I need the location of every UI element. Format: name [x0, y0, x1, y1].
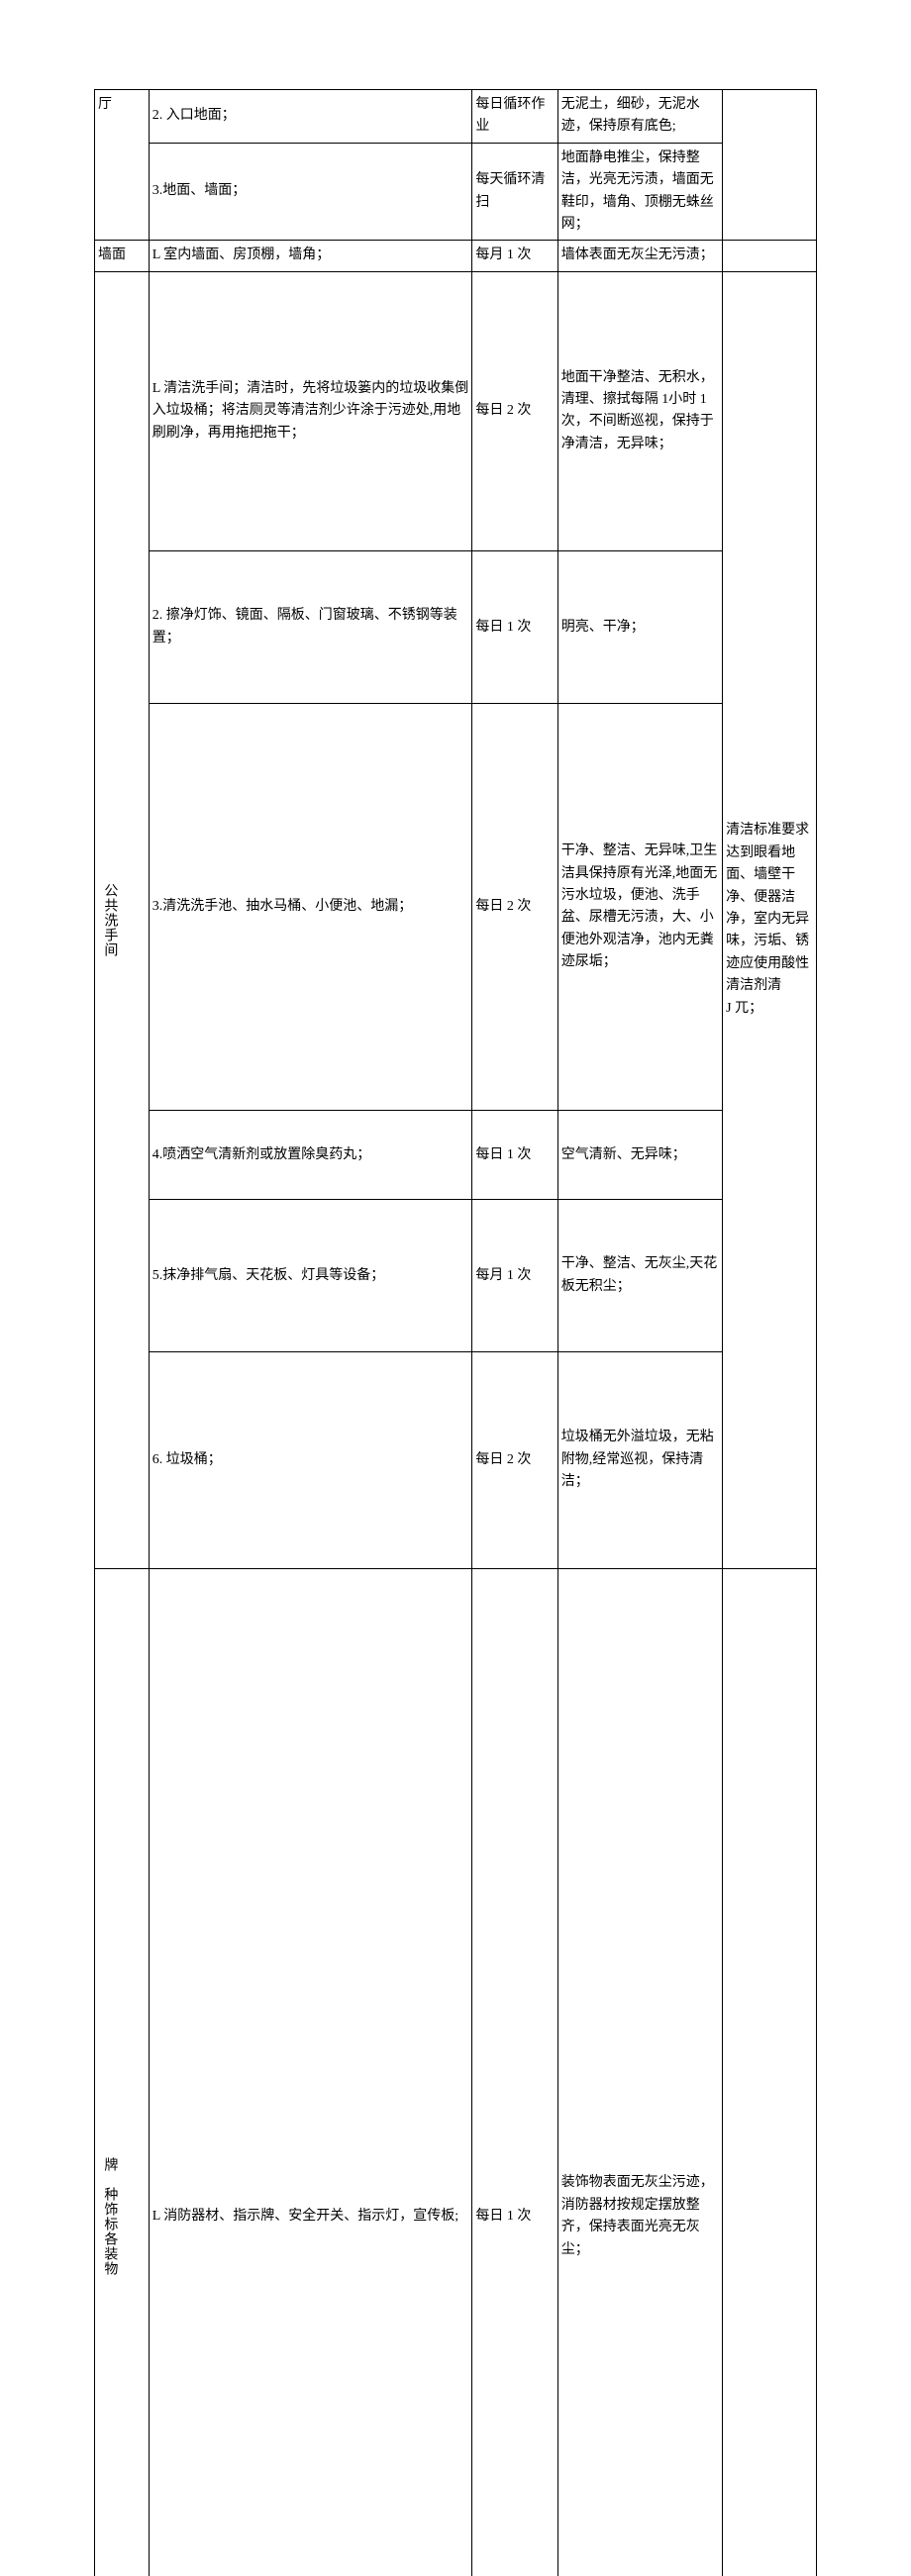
category-text: 牌 种饰标各装物 — [98, 1573, 120, 2576]
table-row: 厅 2. 入口地面； 每日循环作业 无泥土，细砂，无泥水迹，保持原有底色; — [95, 90, 817, 144]
task-text: 2. 擦净灯饰、镜面、隔板、门窗玻璃、不锈钢等装置； — [152, 608, 457, 644]
table-row: 墙面 L 室内墙面、房顶棚，墙角； 每月 1 次 墙体表面无灰尘无污渍； — [95, 241, 817, 271]
std-text: 明亮、干净； — [561, 620, 645, 635]
std-cell: 装饰物表面无灰尘污迹，消防器材按规定摆放整齐，保持表面光亮无灰尘； — [557, 1568, 722, 2576]
freq-cell: 每月 1 次 — [472, 241, 557, 271]
table-row: 4.喷洒空气清新剂或放置除臭药丸； 每日 1 次 空气清新、无异味； — [95, 1111, 817, 1200]
freq-text: 每月 1 次 — [475, 248, 531, 262]
task-text: 3.清洗洗手池、抽水马桶、小便池、地漏； — [152, 899, 413, 914]
std-cell: 墙体表面无灰尘无污渍； — [557, 241, 722, 271]
std-text: 装饰物表面无灰尘污迹，消防器材按规定摆放整齐，保持表面光亮无灰尘； — [561, 2175, 714, 2256]
task-text: L 清洁洗手间；清洁时，先将垃圾篓内的垃圾收集倒入垃圾桶；将洁厕灵等清洁剂少许涂… — [152, 381, 469, 441]
std-cell: 无泥土，细砂，无泥水迹，保持原有底色; — [557, 90, 722, 144]
category-cell: 厅 — [95, 90, 150, 241]
table-row: 3.地面、墙面； 每天循环清扫 地面静电推尘，保持整洁，光亮无污渍，墙面无鞋印，… — [95, 143, 817, 241]
table-row: 3.清洗洗手池、抽水马桶、小便池、地漏； 每日 2 次 干净、整洁、无异味,卫生… — [95, 704, 817, 1111]
task-text: 2. 入口地面； — [152, 108, 236, 123]
std-cell: 明亮、干净； — [557, 551, 722, 704]
category-cell: 墙面 — [95, 241, 150, 271]
std-cell: 空气清新、无异味； — [557, 1111, 722, 1200]
freq-text: 每日 2 次 — [475, 1452, 531, 1467]
freq-cell: 每日 2 次 — [472, 704, 557, 1111]
category-text: 厅 — [98, 97, 112, 112]
task-text: 3.地面、墙面； — [152, 183, 247, 198]
task-cell: 2. 擦净灯饰、镜面、隔板、门窗玻璃、不锈钢等装置； — [149, 551, 472, 704]
freq-text: 每日循环作业 — [475, 97, 545, 134]
note-cell: 清洁标准要求达到眼看地面、墙壁干净、便器洁净，室内无异味，污垢、锈迹应使用酸性清… — [723, 271, 817, 1568]
table-row: 2. 擦净灯饰、镜面、隔板、门窗玻璃、不锈钢等装置； 每日 1 次 明亮、干净； — [95, 551, 817, 704]
freq-cell: 每日循环作业 — [472, 90, 557, 144]
freq-cell: 每日 1 次 — [472, 551, 557, 704]
freq-text: 每天循环清扫 — [475, 172, 545, 209]
freq-text: 每日 1 次 — [475, 2209, 531, 2224]
std-cell: 干净、整洁、无异味,卫生洁具保持原有光泽,地面无污水垃圾，便池、洗手盆、尿槽无污… — [557, 704, 722, 1111]
std-text: 无泥土，细砂，无泥水迹，保持原有底色; — [561, 97, 700, 134]
std-text: 地面静电推尘，保持整洁，光亮无污渍，墙面无鞋印，墙角、顶棚无蛛丝网； — [561, 150, 714, 232]
freq-text: 每日 1 次 — [475, 620, 531, 635]
table-row: 牌 种饰标各装物 L 消防器材、指示牌、安全开关、指示灯，宣传板; 每日 1 次… — [95, 1568, 817, 2576]
task-cell: L 清洁洗手间；清洁时，先将垃圾篓内的垃圾收集倒入垃圾桶；将洁厕灵等清洁剂少许涂… — [149, 271, 472, 551]
note-cell — [723, 1568, 817, 2576]
task-cell: 3.清洗洗手池、抽水马桶、小便池、地漏； — [149, 704, 472, 1111]
task-cell: L 消防器材、指示牌、安全开关、指示灯，宣传板; — [149, 1568, 472, 2576]
std-text: 干净、整洁、无灰尘,天花板无积尘； — [561, 1256, 718, 1293]
freq-text: 每日 1 次 — [475, 1147, 531, 1162]
category-cell: 牌 种饰标各装物 — [95, 1568, 150, 2576]
freq-cell: 每日 2 次 — [472, 1352, 557, 1568]
category-text: 公共洗手间 — [98, 276, 120, 1564]
task-cell: 2. 入口地面； — [149, 90, 472, 144]
task-text: 5.抹净排气扇、天花板、灯具等设备； — [152, 1268, 385, 1283]
freq-cell: 每天循环清扫 — [472, 143, 557, 241]
std-cell: 地面静电推尘，保持整洁，光亮无污渍，墙面无鞋印，墙角、顶棚无蛛丝网； — [557, 143, 722, 241]
std-text: 干净、整洁、无异味,卫生洁具保持原有光泽,地面无污水垃圾，便池、洗手盆、尿槽无污… — [561, 843, 718, 969]
category-cell: 公共洗手间 — [95, 271, 150, 1568]
freq-text: 每月 1 次 — [475, 1268, 531, 1283]
std-text: 地面干净整洁、无积水，清理、擦拭每隔 1小时 1 次，不间断巡视，保持于净清洁，… — [561, 370, 714, 451]
std-text: 墙体表面无灰尘无污渍； — [561, 248, 714, 262]
table-row: 6. 垃圾桶； 每日 2 次 垃圾桶无外溢垃圾，无粘附物,经常巡视，保持清洁； — [95, 1352, 817, 1568]
std-text: 空气清新、无异味； — [561, 1147, 686, 1162]
std-cell: 干净、整洁、无灰尘,天花板无积尘； — [557, 1200, 722, 1352]
task-cell: 4.喷洒空气清新剂或放置除臭药丸； — [149, 1111, 472, 1200]
task-text: 4.喷洒空气清新剂或放置除臭药丸； — [152, 1147, 371, 1162]
note-cell — [723, 241, 817, 271]
note-cell — [723, 90, 817, 241]
freq-cell: 每日 1 次 — [472, 1568, 557, 2576]
std-cell: 垃圾桶无外溢垃圾，无粘附物,经常巡视，保持清洁； — [557, 1352, 722, 1568]
category-text: 墙面 — [98, 248, 126, 262]
note-text: 清洁标准要求达到眼看地面、墙壁干净、便器洁净，室内无异味，污垢、锈迹应使用酸性清… — [726, 823, 809, 1015]
task-cell: 5.抹净排气扇、天花板、灯具等设备； — [149, 1200, 472, 1352]
freq-cell: 每日 2 次 — [472, 271, 557, 551]
freq-text: 每日 2 次 — [475, 899, 531, 914]
table-row: 公共洗手间 L 清洁洗手间；清洁时，先将垃圾篓内的垃圾收集倒入垃圾桶；将洁厕灵等… — [95, 271, 817, 551]
task-cell: L 室内墙面、房顶棚，墙角； — [149, 241, 472, 271]
task-text: L 室内墙面、房顶棚，墙角； — [152, 248, 331, 262]
table-row: 5.抹净排气扇、天花板、灯具等设备； 每月 1 次 干净、整洁、无灰尘,天花板无… — [95, 1200, 817, 1352]
freq-cell: 每日 1 次 — [472, 1111, 557, 1200]
cleaning-standards-table: 厅 2. 入口地面； 每日循环作业 无泥土，细砂，无泥水迹，保持原有底色; 3.… — [94, 89, 817, 2576]
task-text: L 消防器材、指示牌、安全开关、指示灯，宣传板; — [152, 2209, 458, 2224]
task-text: 6. 垃圾桶； — [152, 1452, 222, 1467]
freq-text: 每日 2 次 — [475, 403, 531, 418]
std-text: 垃圾桶无外溢垃圾，无粘附物,经常巡视，保持清洁； — [561, 1430, 714, 1489]
freq-cell: 每月 1 次 — [472, 1200, 557, 1352]
std-cell: 地面干净整洁、无积水，清理、擦拭每隔 1小时 1 次，不间断巡视，保持于净清洁，… — [557, 271, 722, 551]
task-cell: 6. 垃圾桶； — [149, 1352, 472, 1568]
task-cell: 3.地面、墙面； — [149, 143, 472, 241]
